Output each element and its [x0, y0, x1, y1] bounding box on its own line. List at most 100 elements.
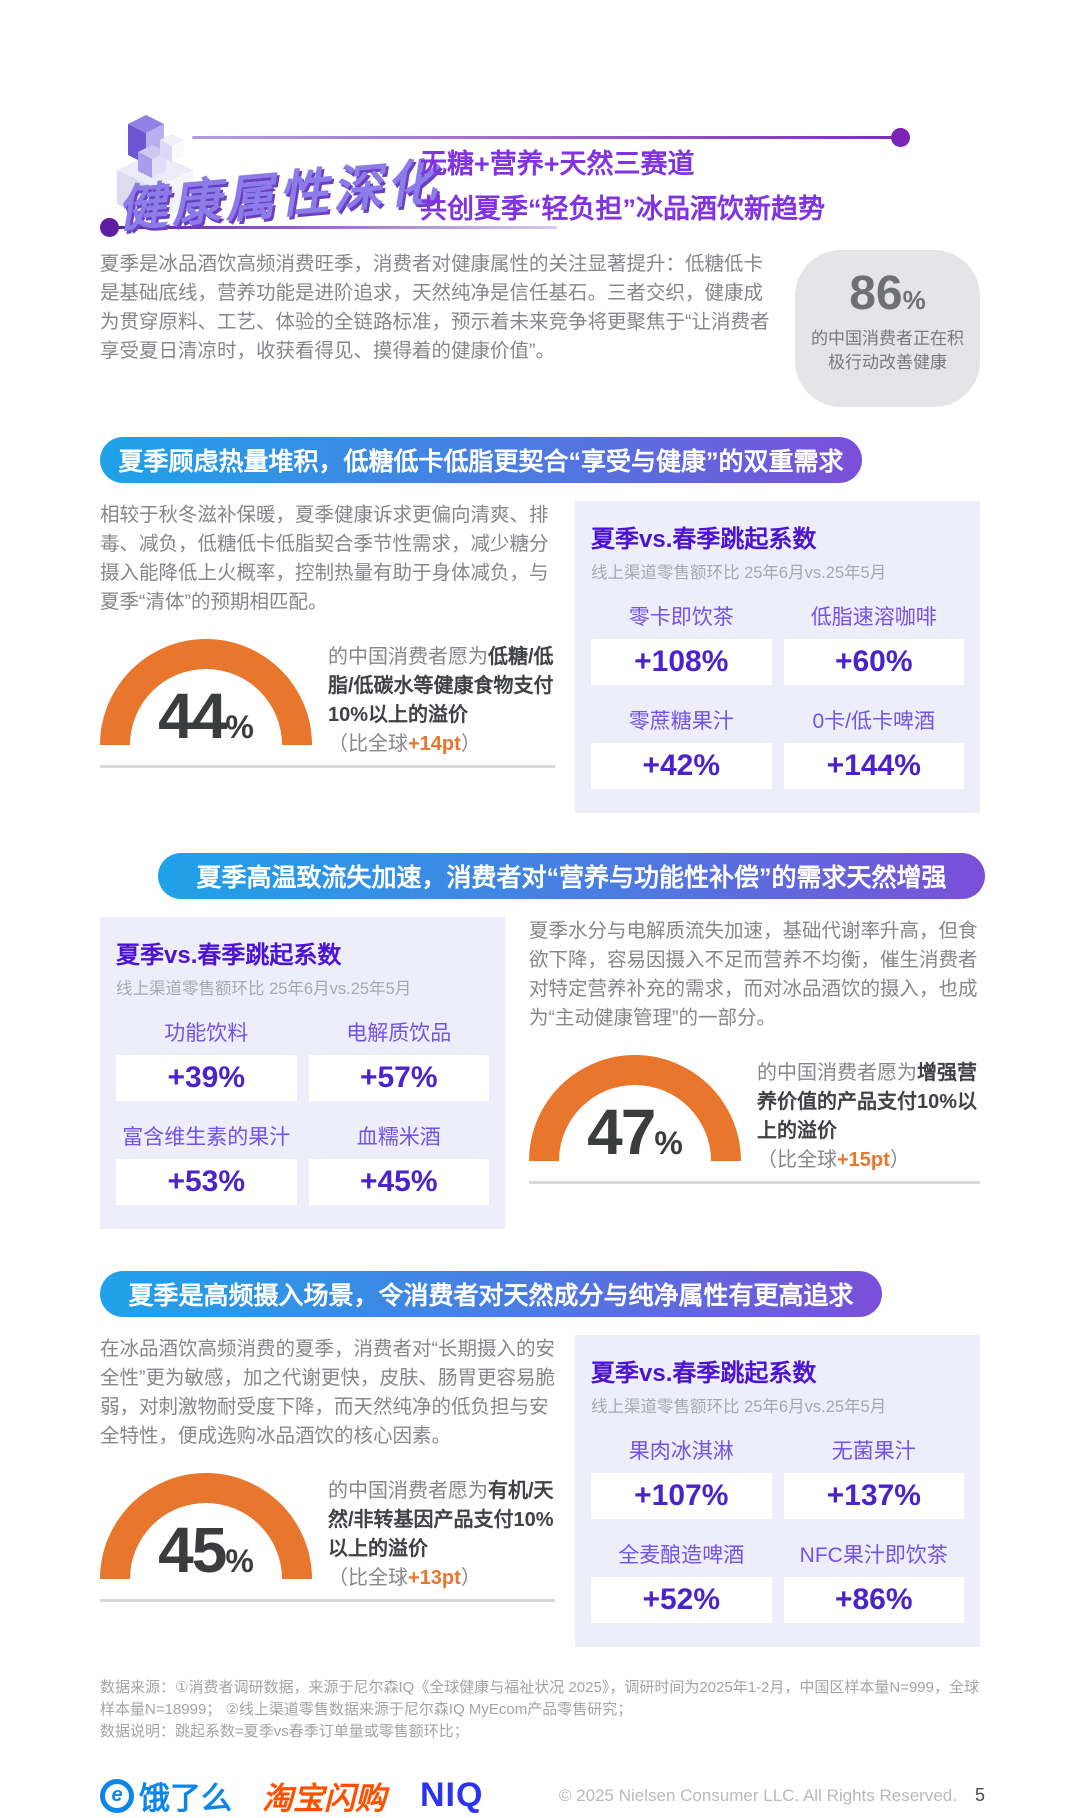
niq-logo: NIQ	[420, 1776, 484, 1814]
gauge-caption-bold: 增强营养价值的产品支付10%以上的溢价	[757, 1062, 978, 1142]
gauge-caption: 的中国消费者愿为低糖/低脂/低碳水等健康食物支付10%以上的溢价 （比全球+14…	[312, 639, 555, 765]
eleme-logo-icon: e	[100, 1778, 134, 1813]
panel-item-label: 电解质饮品	[346, 1022, 452, 1045]
panel-item-value: +108%	[591, 639, 772, 685]
panel-item-value: +39%	[116, 1055, 297, 1101]
cubes-icon	[117, 115, 193, 222]
panel-subtitle: 线上渠道零售额环比 25年6月vs.25年5月	[591, 1398, 887, 1416]
gauge-unit: %	[225, 709, 254, 745]
panel-title: 夏季vs.春季跳起系数	[591, 1360, 817, 1387]
data-sources: 数据来源：①消费者调研数据，来源于尼尔森IQ《全球健康与福祉状况 2025》，调…	[100, 1677, 980, 1743]
panel-item: 无菌果汁 +137%	[783, 1435, 964, 1519]
header-bottom-line	[100, 218, 557, 237]
gauge-note: （比全球+14pt）	[328, 730, 555, 759]
gauge-note-pre: （比全球	[328, 1567, 408, 1589]
header-top-line	[192, 128, 910, 147]
gauge-note-value: +15pt	[837, 1149, 890, 1171]
section1-banner: 夏季顾虑热量堆积，低糖低卡低脂更契合“享受与健康”的双重需求	[100, 437, 862, 483]
gauge-note-post: ）	[460, 1567, 481, 1589]
header-subtitle-line2: 共创夏季“轻负担”冰品酒饮新趋势	[420, 194, 825, 224]
panel-item: 电解质饮品 +57%	[308, 1017, 489, 1101]
panel-item-label: 0卡/低卡啤酒	[812, 710, 935, 733]
panel-item: 低脂速溶咖啡 +60%	[783, 601, 964, 685]
eleme-logo-text: 饿了么	[139, 1781, 232, 1816]
stat-bubble-86: 86% 的中国消费者正在积极行动改善健康	[795, 250, 980, 407]
panel-item-label: 零卡即饮茶	[628, 606, 734, 629]
gauge-caption: 的中国消费者愿为增强营养价值的产品支付10%以上的溢价 （比全球+15pt）	[741, 1055, 980, 1181]
section2-panel: 夏季vs.春季跳起系数 线上渠道零售额环比 25年6月vs.25年5月 功能饮料…	[100, 917, 505, 1229]
panel-item-value: +60%	[783, 639, 964, 685]
header-subtitle: 无糖+营养+天然三赛道 共创夏季“轻负担”冰品酒饮新趋势	[420, 142, 825, 232]
panel-item: 富含维生素的果汁 +53%	[116, 1121, 297, 1205]
section3-panel: 夏季vs.春季跳起系数 线上渠道零售额环比 25年6月vs.25年5月 果肉冰淇…	[575, 1335, 980, 1647]
page-header: 健康属性深化 无糖+营养+天然三赛道 共创夏季“轻负担”冰品酒饮新趋势	[0, 0, 1080, 248]
section2-gauge: 47% 的中国消费者愿为增强营养价值的产品支付10%以上的溢价 （比全球+15p…	[529, 1055, 980, 1184]
panel-item: 零蔗糖果汁 +42%	[591, 705, 772, 789]
panel-item: 功能饮料 +39%	[116, 1017, 297, 1101]
panel-item: 零卡即饮茶 +108%	[591, 601, 772, 685]
gauge-caption-bold: 低糖/低脂/低碳水等健康食物支付10%以上的溢价	[328, 646, 554, 726]
gauge-caption-bold: 有机/天然/非转基因产品支付10%以上的溢价	[328, 1480, 554, 1560]
panel-item: 0卡/低卡啤酒 +144%	[783, 705, 964, 789]
eleme-logo: e 饿了么	[100, 1773, 232, 1818]
section2-body: 夏季水分与电解质流失加速，基础代谢率升高，但食欲下降，容易因摄入不足而营养不均衡…	[529, 920, 978, 1029]
gauge-note-pre: （比全球	[757, 1149, 837, 1171]
source-line-2: 数据说明：跳起系数=夏季vs春季订单量或零售额环比；	[100, 1723, 469, 1740]
panel-subtitle: 线上渠道零售额环比 25年6月vs.25年5月	[116, 980, 412, 998]
panel-item-value: +57%	[308, 1055, 489, 1101]
panel-item-label: 功能饮料	[164, 1022, 249, 1045]
gauge-note-value: +14pt	[408, 733, 461, 755]
section1-gauge: 44% 的中国消费者愿为低糖/低脂/低碳水等健康食物支付10%以上的溢价 （比全…	[100, 639, 555, 768]
panel-title: 夏季vs.春季跳起系数	[116, 942, 342, 969]
panel-item-value: +53%	[116, 1159, 297, 1205]
section3-body: 在冰品酒饮高频消费的夏季，消费者对“长期摄入的安全性”更为敏感，加之代谢更快，皮…	[100, 1338, 555, 1447]
panel-title: 夏季vs.春季跳起系数	[591, 526, 817, 553]
gauge-note-post: ）	[460, 733, 481, 755]
gauge-unit: %	[654, 1125, 683, 1161]
section2-banner: 夏季高温致流失加速，消费者对“营养与功能性补偿”的需求天然增强	[158, 853, 985, 899]
gauge-arc-44: 44%	[100, 639, 312, 752]
panel-item-value: +45%	[308, 1159, 489, 1205]
gauge-caption-prefix: 的中国消费者愿为	[328, 646, 488, 668]
section3-content: 在冰品酒饮高频消费的夏季，消费者对“长期摄入的安全性”更为敏感，加之代谢更快，皮…	[100, 1335, 980, 1647]
page-number: 5	[974, 1785, 985, 1805]
source-line-1: 数据来源：①消费者调研数据，来源于尼尔森IQ《全球健康与福祉状况 2025》，调…	[100, 1679, 979, 1718]
gauge-value: 47	[587, 1096, 656, 1168]
panel-item-value: +52%	[591, 1577, 772, 1623]
gauge-caption-prefix: 的中国消费者愿为	[757, 1062, 917, 1084]
panel-item: NFC果汁即饮茶 +86%	[783, 1539, 964, 1623]
section3-banner: 夏季是高频摄入场景，令消费者对天然成分与纯净属性有更高追求	[100, 1271, 882, 1317]
intro-section: 夏季是冰品酒饮高频消费旺季，消费者对健康属性的关注显著提升：低糖低卡是基础底线，…	[0, 250, 1080, 407]
copyright-text: © 2025 Nielsen Consumer LLC. All Rights …	[558, 1785, 957, 1805]
panel-item-label: NFC果汁即饮茶	[799, 1544, 948, 1567]
panel-item-label: 血糯米酒	[356, 1126, 441, 1149]
gauge-note-value: +13pt	[408, 1567, 461, 1589]
panel-item-label: 全麦酿造啤酒	[618, 1544, 745, 1567]
header-subtitle-line1: 无糖+营养+天然三赛道	[420, 149, 695, 179]
section1-panel: 夏季vs.春季跳起系数 线上渠道零售额环比 25年6月vs.25年5月 零卡即饮…	[575, 501, 980, 813]
section2-content: 夏季vs.春季跳起系数 线上渠道零售额环比 25年6月vs.25年5月 功能饮料…	[100, 917, 980, 1229]
gauge-caption: 的中国消费者愿为有机/天然/非转基因产品支付10%以上的溢价 （比全球+13pt…	[312, 1473, 555, 1599]
gauge-note: （比全球+15pt）	[757, 1146, 980, 1175]
stat-number: 86	[849, 267, 903, 320]
gauge-value: 45	[158, 1514, 227, 1586]
gauge-arc-45: 45%	[100, 1473, 312, 1586]
footer-logo-row: e 饿了么 淘宝闪购 NIQ © 2025 Nielsen Consumer L…	[100, 1773, 985, 1818]
stat-description: 的中国消费者正在积极行动改善健康	[811, 329, 964, 372]
gauge-unit: %	[225, 1543, 254, 1579]
panel-item-label: 无菌果汁	[831, 1440, 916, 1463]
section3-gauge: 45% 的中国消费者愿为有机/天然/非转基因产品支付10%以上的溢价 （比全球+…	[100, 1473, 555, 1602]
panel-item-value: +137%	[783, 1473, 964, 1519]
gauge-note: （比全球+13pt）	[328, 1564, 555, 1593]
taobao-shangou-logo: 淘宝闪购	[262, 1781, 386, 1816]
gauge-value: 44	[158, 680, 227, 752]
stat-value: 86%	[795, 266, 980, 321]
panel-item: 全麦酿造啤酒 +52%	[591, 1539, 772, 1623]
panel-item: 果肉冰淇淋 +107%	[591, 1435, 772, 1519]
panel-item-label: 果肉冰淇淋	[628, 1440, 734, 1463]
gauge-note-post: ）	[889, 1149, 910, 1171]
gauge-arc-47: 47%	[529, 1055, 741, 1168]
panel-subtitle: 线上渠道零售额环比 25年6月vs.25年5月	[591, 564, 887, 582]
panel-item-label: 低脂速溶咖啡	[810, 606, 937, 629]
section1-body: 相较于秋冬滋补保暖，夏季健康诉求更偏向清爽、排毒、减负，低糖低卡低脂契合季节性需…	[100, 504, 549, 613]
